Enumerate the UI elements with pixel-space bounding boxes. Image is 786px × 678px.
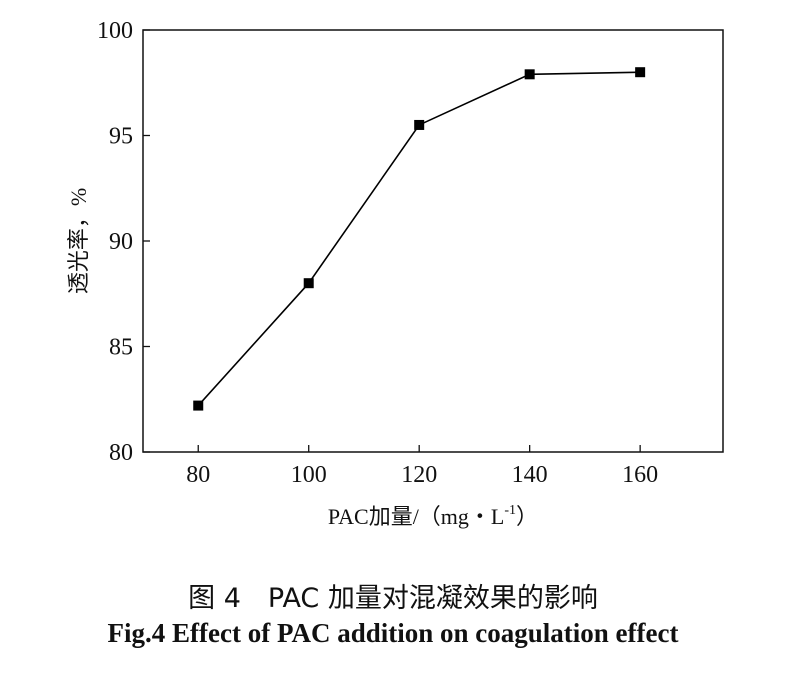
x-tick-label: 160 [622,462,658,488]
data-point-marker [635,67,646,78]
x-tick-label: 100 [291,462,327,488]
line-chart: 80 85 90 95 100 80 100 120 140 160 透光率，% PAC加量/（… [66,18,724,529]
x-axis-title-suffix: ） [516,504,538,529]
y-tick-label: 95 [109,124,133,150]
series-group [193,67,646,411]
data-point-marker [414,119,425,130]
data-point-marker [524,69,535,80]
plot-frame [142,29,724,453]
y-tick-label: 80 [109,440,133,466]
x-axis-title-superscript: -1 [504,503,516,518]
x-tick-label: 140 [512,462,548,488]
y-axis-ticks: 80 85 90 95 100 [97,18,150,466]
y-axis-title: 透光率，% [66,188,91,294]
y-tick-label: 85 [109,335,133,361]
x-tick-label: 120 [401,462,437,488]
y-tick-label: 100 [97,18,133,44]
figure-caption-english: Fig.4 Effect of PAC addition on coagulat… [107,618,679,648]
x-axis-title: PAC加量/（mg・L-1） [328,503,538,529]
x-axis-title-main: PAC加量/（mg・L [328,504,504,529]
data-point-marker [303,278,314,289]
data-point-marker [193,400,204,411]
x-axis-ticks: 80 100 120 140 160 [186,445,658,488]
y-tick-label: 90 [109,229,133,255]
figure-caption-chinese: 图 4 PAC 加量对混凝效果的影响 [188,583,598,614]
x-tick-label: 80 [186,462,210,488]
